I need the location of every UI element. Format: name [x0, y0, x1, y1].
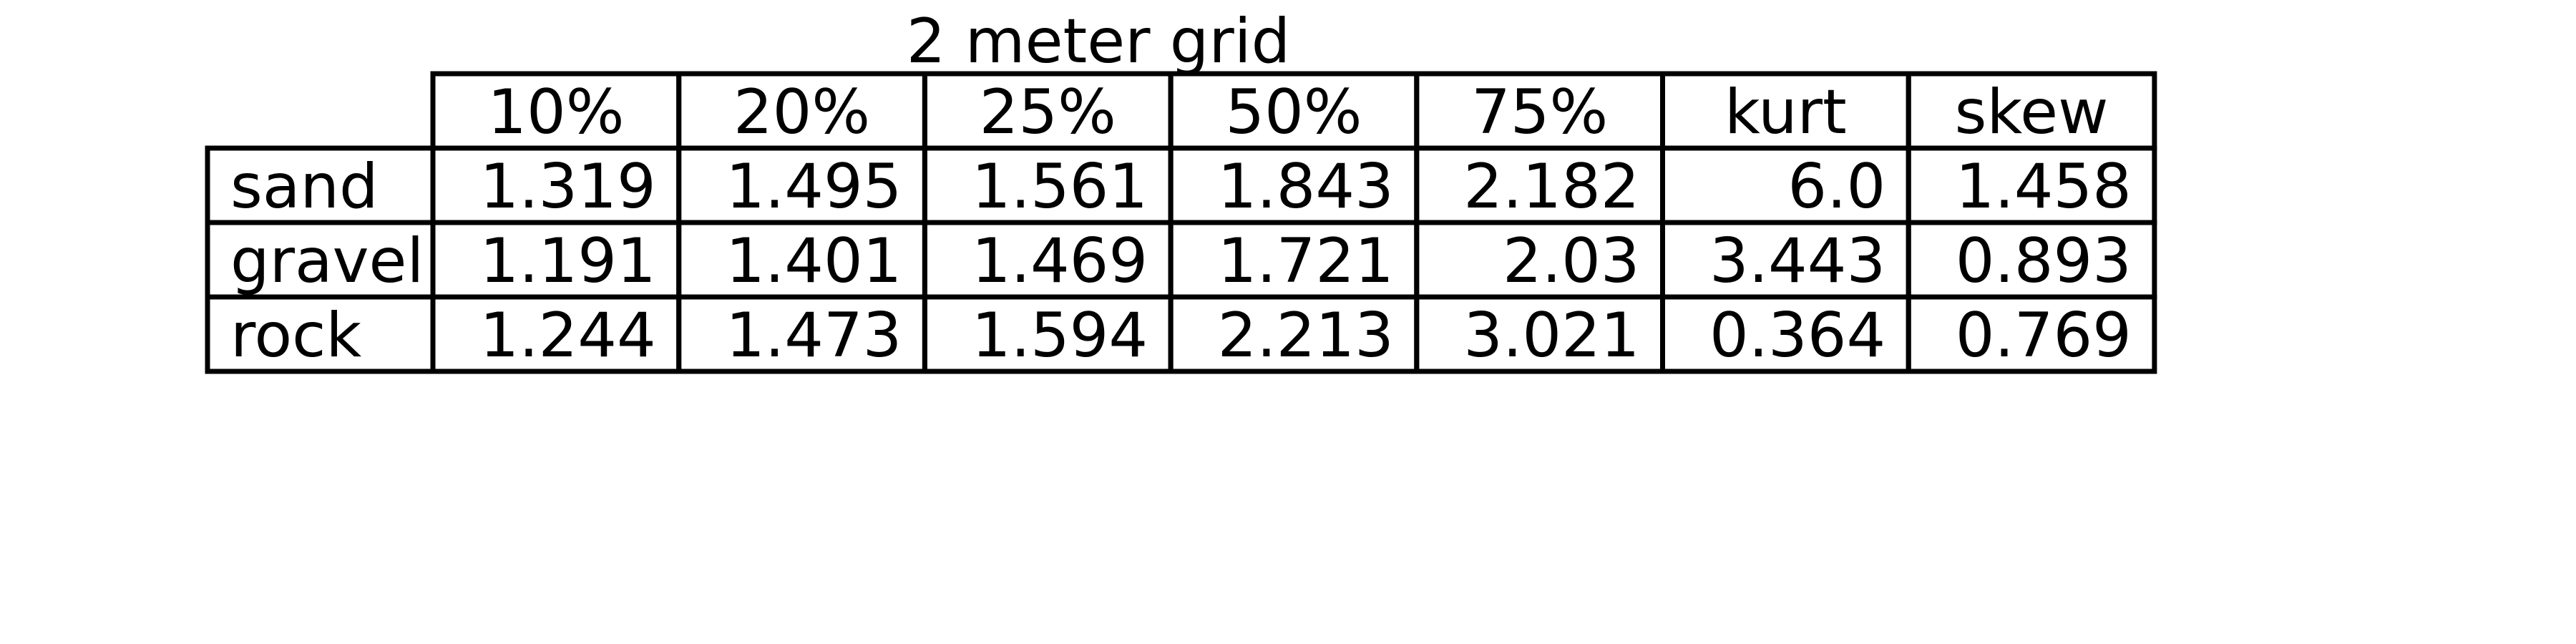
cell-value: 2.213 [1218, 300, 1394, 371]
cell-value: 3.021 [1463, 300, 1639, 371]
cell-value: 1.721 [1218, 225, 1394, 297]
cell-value: 1.469 [972, 225, 1148, 297]
cell-value: 1.594 [972, 300, 1148, 371]
column-header: kurt [1724, 77, 1847, 148]
row-label: sand [230, 151, 379, 223]
column-header: 50% [1225, 77, 1362, 148]
cell-value: 1.473 [726, 300, 902, 371]
cell-value: 0.769 [1956, 300, 2132, 371]
cell-value: 0.893 [1956, 225, 2132, 297]
column-header: 20% [733, 77, 870, 148]
column-header: 10% [487, 77, 624, 148]
cell-value: 2.03 [1503, 225, 1639, 297]
table-cell [1906, 294, 2157, 374]
cell-value: 3.443 [1709, 225, 1885, 297]
column-header: 25% [980, 77, 1116, 148]
cell-value: 0.364 [1709, 300, 1885, 371]
cell-value: 1.319 [479, 151, 655, 223]
cell-value: 1.244 [479, 300, 655, 371]
cell-value: 1.191 [479, 225, 655, 297]
table-title: 2 meter grid [906, 6, 1291, 77]
cell-value: 6.0 [1787, 151, 1885, 223]
cell-value: 1.458 [1956, 151, 2132, 223]
cell-value: 1.561 [972, 151, 1148, 223]
row-label: gravel [230, 225, 424, 297]
cell-value: 1.495 [726, 151, 902, 223]
column-header: skew [1955, 77, 2109, 148]
cell-value: 1.401 [726, 225, 902, 297]
column-header: 75% [1471, 77, 1608, 148]
cell-value: 2.182 [1463, 151, 1639, 223]
row-label: rock [230, 300, 361, 371]
cell-value: 1.843 [1218, 151, 1394, 223]
